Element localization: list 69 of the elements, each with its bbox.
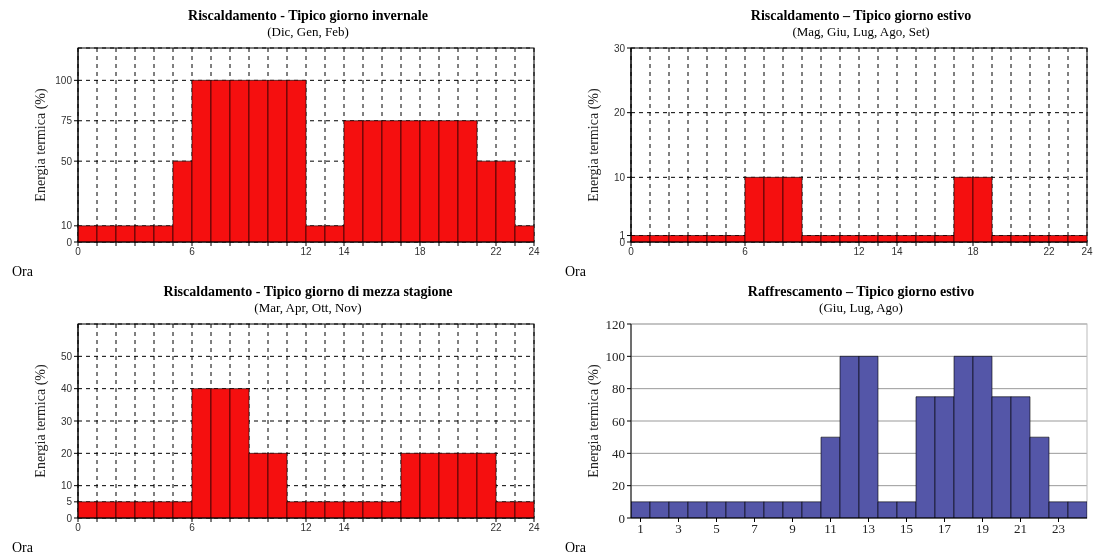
x-tick-label: 6 bbox=[742, 246, 749, 258]
y-tick-label: 120 bbox=[605, 316, 625, 332]
chart-title: Raffrescamento – Tipico giorno estivo bbox=[746, 284, 976, 300]
x-tick-label: 9 bbox=[789, 521, 796, 537]
x-tick-label: 0 bbox=[75, 246, 82, 258]
y-tick-label: 40 bbox=[60, 383, 73, 395]
x-tick-label: 14 bbox=[338, 522, 350, 534]
y-tick-label: 20 bbox=[612, 478, 625, 494]
chart-title: Riscaldamento – Tipico giorno estivo bbox=[749, 8, 973, 24]
x-tick-label: 14 bbox=[338, 246, 350, 258]
x-tick-label: 21 bbox=[1014, 521, 1027, 537]
x-tick-label: 12 bbox=[300, 246, 312, 258]
x-tick-label: 0 bbox=[75, 522, 82, 534]
chart-title: Riscaldamento - Tipico giorno di mezza stagione bbox=[162, 284, 454, 300]
x-axis-title: Ora bbox=[565, 264, 586, 280]
x-tick-label: 1 bbox=[637, 521, 644, 537]
y-tick-label: 30 bbox=[60, 415, 73, 427]
x-tick-label: 24 bbox=[1081, 246, 1093, 258]
x-tick-label: 6 bbox=[189, 522, 196, 534]
x-tick-label: 15 bbox=[900, 521, 913, 537]
chart-subtitle: (Mar, Apr, Ott, Nov) bbox=[253, 300, 363, 316]
x-tick-label: 7 bbox=[751, 521, 759, 537]
y-tick-label: 20 bbox=[60, 447, 73, 459]
chart-subtitle: (Giu, Lug, Ago) bbox=[818, 300, 904, 316]
x-tick-label: 13 bbox=[862, 521, 875, 537]
x-axis-title: Ora bbox=[12, 264, 33, 280]
x-tick-label: 22 bbox=[490, 522, 502, 534]
y-tick-label: 20 bbox=[613, 107, 626, 119]
x-tick-label: 22 bbox=[1043, 246, 1055, 258]
x-tick-label: 18 bbox=[414, 246, 426, 258]
x-tick-label: 3 bbox=[675, 521, 682, 537]
y-axis-title: Energia termica (%) bbox=[585, 364, 602, 478]
chart-title: Riscaldamento - Tipico giorno invernale bbox=[187, 8, 429, 24]
chart-subtitle: (Dic, Gen, Feb) bbox=[266, 24, 350, 40]
x-tick-label: 12 bbox=[853, 246, 865, 258]
y-tick-label: 0 bbox=[66, 512, 73, 524]
y-axis-title: Energia termica (%) bbox=[585, 88, 602, 202]
y-tick-label: 100 bbox=[605, 348, 625, 364]
x-tick-label: 11 bbox=[824, 521, 837, 537]
y-tick-label: 0 bbox=[66, 236, 73, 248]
x-tick-label: 14 bbox=[891, 246, 903, 258]
x-axis-title: Ora bbox=[12, 540, 33, 556]
y-tick-label: 30 bbox=[613, 42, 626, 54]
y-tick-label: 75 bbox=[60, 115, 73, 127]
y-tick-label: 50 bbox=[60, 155, 73, 167]
y-tick-label: 5 bbox=[66, 496, 73, 508]
x-tick-label: 18 bbox=[967, 246, 979, 258]
y-tick-label: 10 bbox=[60, 220, 73, 232]
x-tick-label: 17 bbox=[938, 521, 952, 537]
y-tick-label: 60 bbox=[612, 413, 625, 429]
x-tick-label: 12 bbox=[300, 522, 312, 534]
x-tick-label: 22 bbox=[490, 246, 502, 258]
x-axis-title: Ora bbox=[565, 540, 586, 556]
x-tick-label: 23 bbox=[1052, 521, 1065, 537]
y-tick-label: 100 bbox=[55, 74, 73, 86]
y-tick-label: 50 bbox=[60, 350, 73, 362]
y-axis-title: Energia termica (%) bbox=[32, 88, 49, 202]
y-tick-label: 10 bbox=[613, 171, 626, 183]
y-tick-label: 80 bbox=[612, 381, 625, 397]
y-tick-label: 10 bbox=[60, 480, 73, 492]
x-tick-label: 24 bbox=[528, 246, 540, 258]
y-axis-title: Energia termica (%) bbox=[32, 364, 49, 478]
chart-subtitle: (Mag, Giu, Lug, Ago, Set) bbox=[791, 24, 931, 40]
x-tick-label: 0 bbox=[628, 246, 635, 258]
x-tick-label: 6 bbox=[189, 246, 196, 258]
y-tick-label: 40 bbox=[612, 445, 625, 461]
x-tick-label: 19 bbox=[976, 521, 989, 537]
x-tick-label: 5 bbox=[713, 521, 720, 537]
x-tick-label: 24 bbox=[528, 522, 540, 534]
